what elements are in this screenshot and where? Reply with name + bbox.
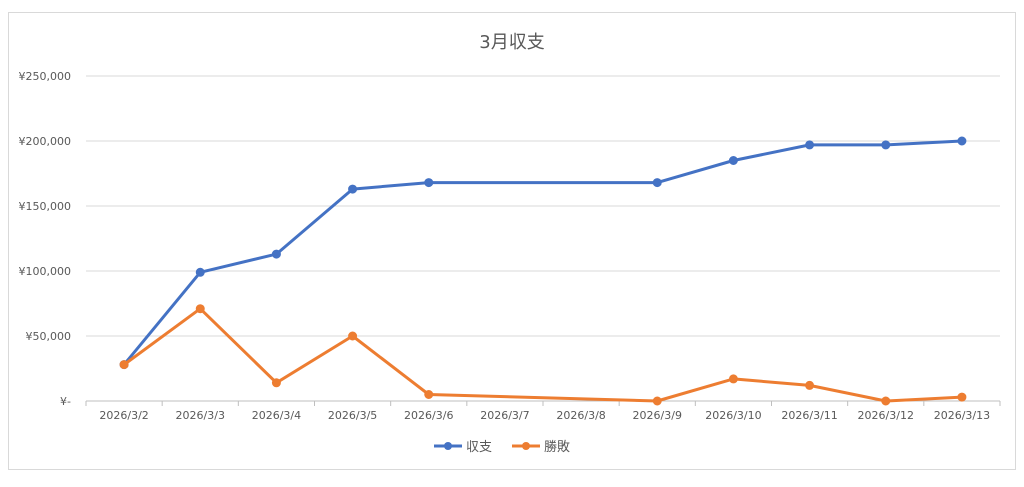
x-axis: 2026/3/2 2026/3/3 2026/3/4 2026/3/5 2026/3/6… <box>85 401 1001 422</box>
x-tick-label: 2026/3/9 <box>633 409 682 422</box>
gridlines <box>86 75 1000 402</box>
data-point <box>348 331 358 341</box>
y-axis: ¥- ¥50,000 ¥100,000 ¥150,000 ¥200,000 ¥250,00… <box>19 70 72 408</box>
y-tick-label: ¥250,000 <box>19 70 72 83</box>
legend-label: 収支 <box>466 440 492 455</box>
x-tick-label: 2026/3/4 <box>252 409 301 422</box>
data-point <box>957 392 967 402</box>
data-point <box>728 374 738 384</box>
data-point <box>881 140 891 150</box>
data-point <box>348 184 358 194</box>
series-line-2 <box>122 307 964 403</box>
y-tick-label: ¥100,000 <box>19 265 72 278</box>
x-tick-label: 2026/3/3 <box>176 409 225 422</box>
x-tick-label: 2026/3/6 <box>404 409 453 422</box>
data-point <box>424 178 434 188</box>
data-point <box>119 360 129 370</box>
x-tick-label: 2026/3/7 <box>480 409 529 422</box>
y-tick-label: ¥- <box>60 395 71 408</box>
series-line-1 <box>122 139 964 367</box>
data-point <box>271 378 281 388</box>
data-point <box>195 267 205 277</box>
y-tick-label: ¥200,000 <box>19 135 72 148</box>
x-tick-label: 2026/3/12 <box>858 409 914 422</box>
data-point <box>424 390 434 399</box>
data-point <box>271 249 281 259</box>
data-point <box>652 396 662 406</box>
y-tick-label: ¥150,000 <box>19 200 72 213</box>
x-tick-label: 2026/3/8 <box>556 409 605 422</box>
y-tick-label: ¥50,000 <box>26 330 72 343</box>
x-tick-label: 2026/3/11 <box>781 409 837 422</box>
legend-swatch-marker <box>522 442 530 450</box>
series-layer <box>119 136 967 406</box>
data-point <box>195 304 205 314</box>
x-tick-label: 2026/3/5 <box>328 409 377 422</box>
data-point <box>957 136 967 146</box>
chart-title: 3月収支 <box>479 32 544 53</box>
legend-swatch-marker <box>444 442 452 450</box>
x-tick-label: 2026/3/13 <box>934 409 990 422</box>
data-point <box>805 140 815 150</box>
x-tick-label: 2026/3/2 <box>99 409 148 422</box>
data-point <box>728 156 738 165</box>
data-point <box>881 396 891 406</box>
data-point <box>805 380 815 390</box>
data-point <box>652 178 662 188</box>
x-tick-label: 2026/3/10 <box>705 409 761 422</box>
legend-label: 勝敗 <box>544 440 570 455</box>
legend: 収支 勝敗 <box>434 440 570 455</box>
